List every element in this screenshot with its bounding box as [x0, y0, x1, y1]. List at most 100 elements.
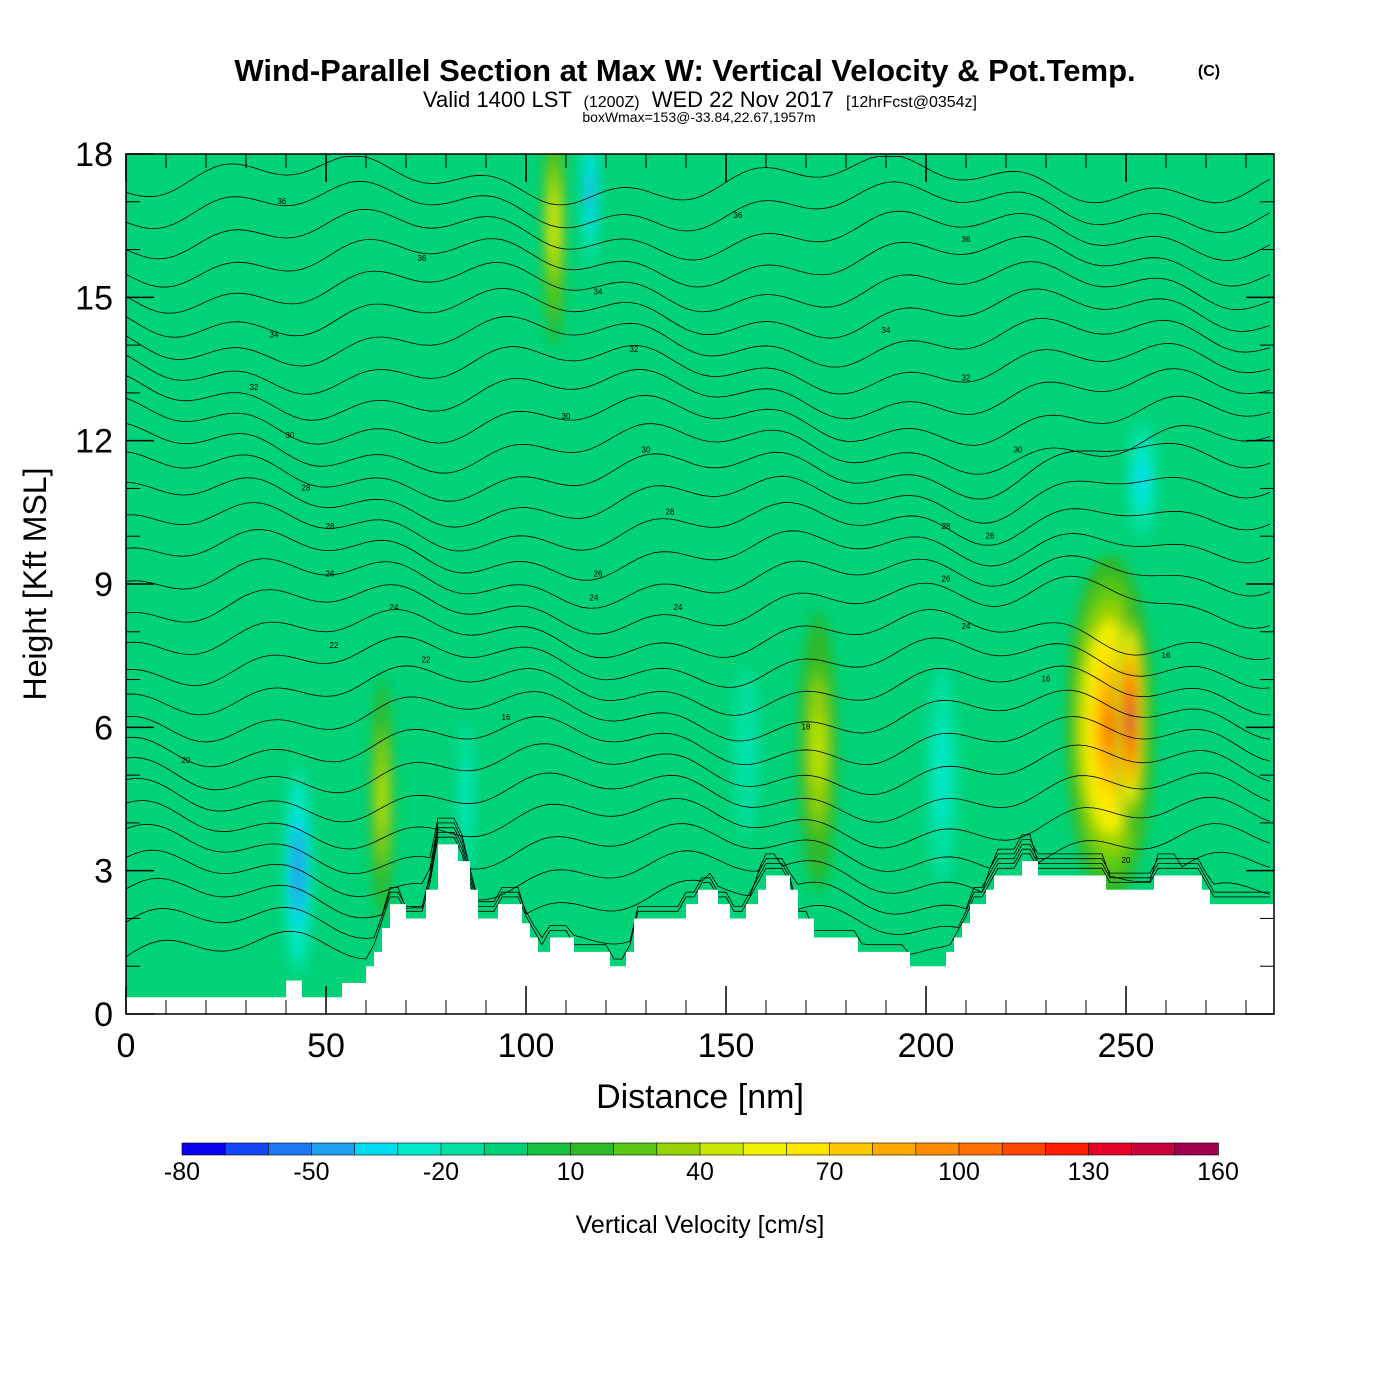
- x-tick-label-50: 50: [307, 1027, 345, 1065]
- colorbar-cell-7: [483, 1142, 529, 1156]
- w-feature-0-level-7: [296, 855, 300, 886]
- contour-label-13: 30: [1014, 445, 1023, 454]
- contour-label-16: 28: [326, 522, 335, 531]
- x-tick-label-200: 200: [898, 1027, 955, 1065]
- colorbar-cell-9: [570, 1142, 615, 1156]
- colorbar-tick-labels: -80 -50 -20 10 40 70 100 130 160: [164, 1158, 1239, 1186]
- theta-contour-12: [126, 609, 1271, 660]
- colorbar-cell-1: [224, 1142, 270, 1156]
- theta-contour-14: [126, 555, 1271, 609]
- theta-contour-17: [126, 475, 1271, 528]
- contour-label-33: 16: [1162, 651, 1171, 660]
- w-feature-4-level-7: [588, 181, 592, 203]
- x-tick-label-250: 250: [1098, 1027, 1155, 1065]
- colorbar-tick-label-8: 160: [1197, 1158, 1239, 1186]
- w-feature-1: [370, 674, 394, 924]
- y-axis-label: Height [Kft MSL]: [17, 468, 53, 701]
- colorbar-label: Vertical Velocity [cm/s]: [576, 1211, 825, 1239]
- contour-labels: 36 36 36 36 34 34 34 32 32 32 30 30 30 30 28 28 28 28 26 26…: [182, 197, 1171, 865]
- contour-label-24: 24: [674, 603, 683, 612]
- contour-label-20: 26: [594, 570, 603, 579]
- y-tick-label-9: 9: [94, 566, 113, 604]
- colorbar-cell-18: [958, 1142, 1003, 1156]
- colorbar-tick-label-5: 70: [816, 1158, 844, 1186]
- w-feature-5-level-7: [743, 734, 749, 768]
- theta-contour-6: [126, 772, 1271, 823]
- x-tick-label-150: 150: [698, 1027, 755, 1065]
- contour-label-15: 28: [666, 507, 675, 516]
- subtitle-valid: Valid 1400 LST: [423, 87, 571, 112]
- colorbar-cell-14: [786, 1142, 831, 1156]
- colorbar-cell-17: [915, 1142, 960, 1156]
- potential-temperature-contours: [126, 156, 1271, 960]
- theta-contour-27: [126, 208, 1271, 261]
- contour-label-28: 20: [182, 756, 191, 765]
- theta-contour-22: [126, 342, 1271, 395]
- theta-contour-23: [126, 316, 1271, 368]
- w-feature-10-level-7: [1139, 469, 1145, 489]
- colorbar-cell-19: [1001, 1142, 1047, 1156]
- theta-contour-8: [126, 716, 1271, 768]
- y-tick-label-6: 6: [94, 709, 113, 747]
- subtitle-forecast: [12hrFcst@0354z]: [846, 94, 977, 111]
- theta-contour-19: [126, 423, 1271, 475]
- colorbar-cell-21: [1088, 1142, 1133, 1156]
- w-feature-8-level-7: [1104, 705, 1116, 749]
- theta-contour-1: [126, 832, 1270, 945]
- w-feature-0: [282, 751, 314, 991]
- x-tick-label-100: 100: [498, 1027, 555, 1065]
- colorbar-cell-2: [268, 1142, 313, 1156]
- contour-label-25: 24: [962, 622, 971, 631]
- theta-contour-15: [126, 529, 1271, 581]
- theta-contour-13: [126, 575, 1271, 635]
- colorbar-cell-20: [1045, 1142, 1090, 1156]
- theta-contour-28: [126, 180, 1271, 234]
- colorbar-tick-label-0: -80: [164, 1158, 200, 1186]
- w-feature-5: [726, 617, 766, 885]
- theta-contour-18: [126, 442, 1271, 502]
- contour-label-14: 28: [302, 484, 311, 493]
- box-info: boxWmax=153@-33.84,22.67,1957m: [582, 109, 815, 125]
- y-tick-label-3: 3: [94, 853, 113, 891]
- w-feature-3: [542, 154, 566, 350]
- contour-label-10: 30: [562, 412, 571, 421]
- colorbar-cell-12: [699, 1142, 744, 1156]
- x-axis-label: Distance [nm]: [596, 1078, 804, 1116]
- theta-contour-3: [126, 822, 1271, 901]
- w-feature-3-level-7: [552, 210, 556, 242]
- contour-label-2: 36: [734, 211, 743, 220]
- theta-contour-0: [126, 836, 1270, 960]
- colorbar-cell-3: [311, 1142, 356, 1156]
- w-feature-7-level-7: [939, 757, 945, 794]
- contour-label-9: 32: [962, 374, 971, 383]
- theta-contour-10: [126, 665, 1271, 716]
- contour-label-27: 22: [422, 656, 431, 665]
- colorbar-cell-23: [1174, 1142, 1219, 1156]
- colorbar-cell-0: [181, 1142, 226, 1156]
- contour-label-30: 18: [802, 722, 811, 731]
- contour-label-32: 16: [1042, 675, 1051, 684]
- colorbar-cell-10: [613, 1142, 658, 1156]
- vertical-velocity-field: [282, 154, 1162, 991]
- contour-label-21: 26: [942, 574, 951, 583]
- colorbar-cell-13: [742, 1142, 788, 1156]
- y-tick-label-18: 18: [75, 136, 113, 174]
- contour-label-4: 34: [594, 288, 603, 297]
- w-feature-7: [922, 631, 962, 919]
- chart-title: Wind-Parallel Section at Max W: Vertical…: [234, 53, 1135, 88]
- w-feature-9-level-7: [1128, 703, 1132, 733]
- contour-label-26: 22: [330, 641, 339, 650]
- theta-contour-11: [126, 636, 1271, 689]
- colorbar-cells: [181, 1142, 1219, 1156]
- w-feature-10: [1122, 402, 1162, 556]
- theta-contour-29: [126, 156, 1271, 206]
- theta-contour-21: [126, 368, 1271, 421]
- chart-subtitle: Valid 1400 LST (1200Z) WED 22 Nov 2017 […: [423, 87, 977, 112]
- y-tick-label-12: 12: [75, 423, 113, 461]
- contour-label-7: 32: [630, 345, 639, 354]
- colorbar-tick-label-2: -20: [423, 1158, 459, 1186]
- colorbar-cell-11: [656, 1142, 701, 1156]
- theta-contour-26: [126, 236, 1271, 288]
- w-feature-2-level-7: [464, 785, 468, 813]
- colorbar-cell-15: [829, 1142, 874, 1156]
